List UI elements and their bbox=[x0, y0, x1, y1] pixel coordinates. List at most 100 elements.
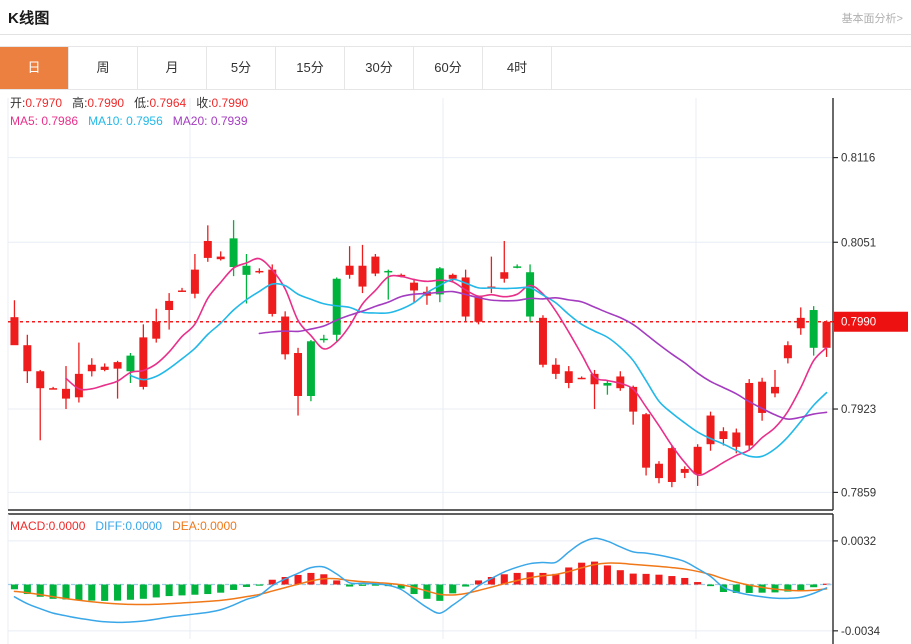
candle-body bbox=[642, 414, 651, 468]
candle-body bbox=[410, 282, 419, 291]
macd-bar bbox=[694, 582, 702, 585]
macd-bar bbox=[268, 579, 276, 585]
macd-bar bbox=[487, 577, 495, 585]
macd-bar bbox=[255, 584, 263, 586]
macd-bar bbox=[603, 565, 611, 585]
candle-body bbox=[87, 364, 96, 372]
tab-0[interactable]: 日 bbox=[0, 47, 69, 89]
price-panel-bg bbox=[8, 98, 833, 510]
macd-bar bbox=[371, 584, 379, 586]
macd-bar bbox=[397, 584, 405, 589]
candle-body bbox=[139, 337, 148, 387]
macd-tick-label-0: 0.0032 bbox=[841, 536, 876, 548]
candle-body bbox=[255, 270, 264, 273]
macd-bar bbox=[101, 584, 109, 601]
fundamental-analysis-link[interactable]: 基本面分析> bbox=[841, 13, 903, 25]
tab-6[interactable]: 60分 bbox=[414, 47, 483, 89]
tab-1[interactable]: 周 bbox=[69, 47, 138, 89]
price-tick-label-3: 0.7923 bbox=[841, 404, 876, 416]
tab-2[interactable]: 月 bbox=[138, 47, 207, 89]
candle-body bbox=[36, 371, 45, 389]
macd-panel-bg bbox=[8, 514, 833, 639]
macd-bar bbox=[616, 570, 624, 585]
candle-body bbox=[603, 382, 612, 386]
candle-body bbox=[113, 362, 122, 369]
candle-body bbox=[461, 277, 470, 317]
candle-body bbox=[706, 415, 715, 445]
candle-body bbox=[397, 274, 406, 277]
candle-body bbox=[10, 317, 19, 346]
diff-line bbox=[13, 537, 828, 624]
macd-bar bbox=[281, 577, 289, 585]
macd-bar bbox=[358, 584, 367, 586]
macd-bar bbox=[23, 584, 31, 595]
macd-bar bbox=[178, 584, 186, 596]
macd-bar bbox=[36, 584, 44, 597]
macd-bar bbox=[62, 584, 70, 600]
macd-bar bbox=[436, 584, 444, 601]
kline-svg[interactable]: 0.8116 0.8051 0.7990 0.7923 0.7859 0.0032 -0.0… bbox=[0, 90, 911, 644]
candle-body bbox=[770, 386, 779, 394]
ma20-line bbox=[258, 290, 828, 420]
candle-body bbox=[49, 388, 58, 390]
macd-bar bbox=[590, 561, 599, 585]
candle-body bbox=[590, 373, 599, 385]
macd-bar bbox=[462, 584, 470, 587]
macd-bar bbox=[204, 584, 212, 595]
candle-body bbox=[74, 373, 83, 398]
candle-body bbox=[100, 366, 109, 370]
macd-bar bbox=[655, 574, 663, 585]
macd-bar bbox=[294, 574, 302, 585]
macd-bar bbox=[449, 584, 457, 594]
candle-body bbox=[629, 386, 638, 412]
macd-bar bbox=[629, 573, 637, 585]
candle-body bbox=[474, 296, 483, 322]
macd-bar bbox=[513, 572, 521, 585]
candle-body bbox=[384, 270, 393, 273]
tab-7[interactable]: 4时 bbox=[483, 47, 552, 89]
macd-bar bbox=[230, 584, 238, 590]
macd-bar bbox=[810, 584, 818, 588]
candle-body bbox=[294, 353, 303, 397]
macd-bar bbox=[758, 584, 766, 593]
candle-body bbox=[126, 355, 135, 372]
candle-body bbox=[796, 317, 805, 329]
candle-body bbox=[693, 446, 702, 475]
tab-5[interactable]: 30分 bbox=[345, 47, 414, 89]
candle-series bbox=[10, 220, 831, 488]
candle-body bbox=[319, 338, 328, 341]
candle-body bbox=[345, 265, 354, 275]
candle-body bbox=[203, 240, 212, 258]
macd-bar bbox=[410, 584, 418, 595]
candle-body bbox=[178, 290, 187, 292]
candle-body bbox=[616, 376, 625, 389]
macd-bar bbox=[333, 580, 341, 585]
macd-bar bbox=[346, 584, 354, 587]
candle-body bbox=[281, 316, 290, 355]
tab-4[interactable]: 15分 bbox=[276, 47, 345, 89]
macd-bar bbox=[307, 572, 315, 585]
candle-body bbox=[654, 463, 663, 479]
candle-body bbox=[758, 381, 767, 413]
ma5-line bbox=[65, 257, 828, 477]
candle-body bbox=[732, 432, 741, 447]
macd-bar bbox=[114, 584, 122, 601]
candle-body bbox=[577, 377, 586, 380]
price-tick-label-0: 0.8116 bbox=[841, 153, 875, 165]
macd-bar bbox=[719, 584, 727, 592]
macd-bar bbox=[565, 567, 573, 585]
current-price-badge-label: 0.7990 bbox=[841, 317, 876, 329]
macd-bar bbox=[797, 584, 805, 591]
ma10-line bbox=[129, 278, 828, 458]
macd-bar bbox=[539, 572, 547, 585]
candle-body bbox=[526, 272, 535, 317]
macd-bar bbox=[668, 576, 676, 585]
dea-line bbox=[13, 562, 828, 606]
candle-body bbox=[62, 388, 71, 399]
candle-body bbox=[809, 310, 818, 348]
macd-bar bbox=[126, 584, 135, 600]
macd-bar bbox=[217, 584, 225, 593]
candle-body bbox=[551, 364, 560, 374]
candle-body bbox=[216, 256, 225, 260]
tab-3[interactable]: 5分 bbox=[207, 47, 276, 89]
